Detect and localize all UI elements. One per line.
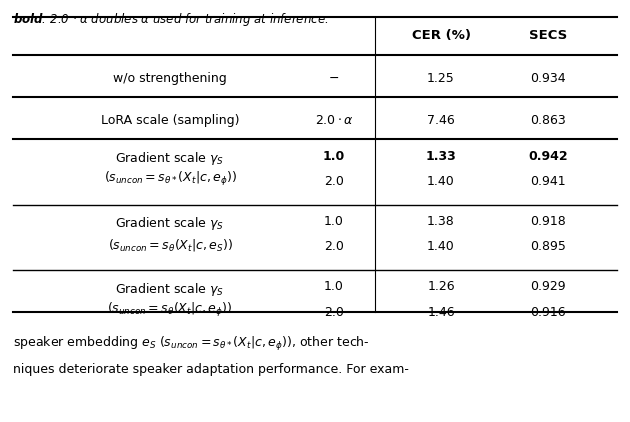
Text: 0.941: 0.941 xyxy=(530,175,566,188)
Text: 0.942: 0.942 xyxy=(529,150,568,162)
Text: 1.26: 1.26 xyxy=(427,281,455,293)
Text: 1.33: 1.33 xyxy=(426,150,456,162)
Text: Gradient scale $\gamma_S$: Gradient scale $\gamma_S$ xyxy=(115,215,225,232)
Text: 1.46: 1.46 xyxy=(427,306,455,319)
Text: 1.0: 1.0 xyxy=(324,281,344,293)
Text: Gradient scale $\gamma_S$: Gradient scale $\gamma_S$ xyxy=(115,281,225,298)
Text: SECS: SECS xyxy=(529,30,567,42)
Text: 1.38: 1.38 xyxy=(427,215,455,228)
Text: $(s_{uncon} = s_{\theta}(X_t|c, e_\phi))$: $(s_{uncon} = s_{\theta}(X_t|c, e_\phi))… xyxy=(108,301,232,319)
Text: 0.916: 0.916 xyxy=(530,306,566,319)
Text: 2.0: 2.0 xyxy=(324,306,344,319)
Text: 1.0: 1.0 xyxy=(324,215,344,228)
Text: 1.25: 1.25 xyxy=(427,72,455,84)
Text: $2.0 \cdot \alpha$: $2.0 \cdot \alpha$ xyxy=(314,114,353,127)
Text: niques deteriorate speaker adaptation performance. For exam-: niques deteriorate speaker adaptation pe… xyxy=(13,363,408,376)
Text: 1.0: 1.0 xyxy=(323,150,345,162)
Text: LoRA scale (sampling): LoRA scale (sampling) xyxy=(101,114,239,127)
Text: 7.46: 7.46 xyxy=(427,114,455,127)
Text: CER (%): CER (%) xyxy=(411,30,471,42)
Text: 0.929: 0.929 xyxy=(530,281,566,293)
Text: $\bfit{bold}$: 2.0 · α doubles α used for training at inference.: $\bfit{bold}$: 2.0 · α doubles α used fo… xyxy=(13,11,328,27)
Text: 2.0: 2.0 xyxy=(324,175,344,188)
Text: $(s_{uncon} = s_{\theta}(X_t|c, e_S))$: $(s_{uncon} = s_{\theta}(X_t|c, e_S))$ xyxy=(108,237,232,253)
Text: 0.918: 0.918 xyxy=(530,215,566,228)
Text: 0.863: 0.863 xyxy=(530,114,566,127)
Text: 1.40: 1.40 xyxy=(427,175,455,188)
Text: $(s_{uncon} = s_{\theta*}(X_t|c, e_\phi))$: $(s_{uncon} = s_{\theta*}(X_t|c, e_\phi)… xyxy=(103,170,237,188)
Text: Gradient scale $\gamma_S$: Gradient scale $\gamma_S$ xyxy=(115,150,225,167)
Text: 0.934: 0.934 xyxy=(530,72,566,84)
Text: 0.895: 0.895 xyxy=(530,241,566,253)
Text: −: − xyxy=(329,72,339,84)
Text: 2.0: 2.0 xyxy=(324,241,344,253)
Text: w/o strengthening: w/o strengthening xyxy=(113,72,227,84)
Text: 1.40: 1.40 xyxy=(427,241,455,253)
Text: speaker embedding $e_S$ $(s_{uncon} = s_{\theta*}(X_t|c, e_\phi))$, other tech-: speaker embedding $e_S$ $(s_{uncon} = s_… xyxy=(13,335,369,354)
